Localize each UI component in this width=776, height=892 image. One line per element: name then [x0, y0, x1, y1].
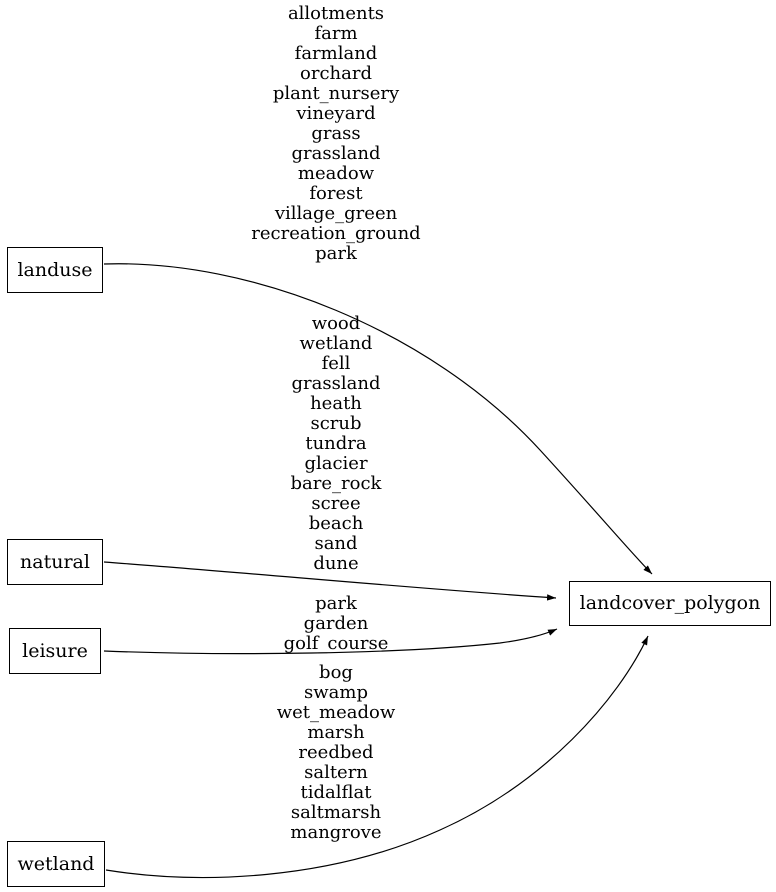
edge-label-leisure: park garden golf_course: [216, 594, 456, 654]
edge-value: beach: [308, 513, 364, 534]
edge-value: allotments: [287, 3, 385, 24]
edge-label-landuse: allotments farm farmland orchard plant_n…: [216, 4, 456, 264]
edge-value: tundra: [305, 433, 367, 454]
edge-value: scrub: [310, 413, 362, 434]
edge-value: swamp: [304, 682, 368, 703]
edge-value: bare_rock: [290, 473, 382, 494]
edge-value: saltmarsh: [290, 802, 382, 823]
edge-value: plant_nursery: [272, 83, 400, 104]
edge-value: scree: [311, 493, 361, 514]
edge-label-wetland: bog swamp wet_meadow marsh reedbed salte…: [216, 663, 456, 843]
node-landuse[interactable]: landuse: [7, 247, 103, 293]
edge-value: fell: [321, 353, 351, 374]
edge-value: grassland: [291, 143, 381, 164]
edge-value: park: [315, 243, 357, 264]
node-landuse-label: landuse: [17, 258, 93, 281]
node-wetland[interactable]: wetland: [7, 841, 105, 887]
edge-natural-to-landcover-polygon: [103, 561, 557, 601]
edge-value: reedbed: [298, 742, 374, 763]
edge-value: glacier: [304, 453, 368, 474]
node-natural-label: natural: [20, 550, 90, 573]
edge-value: grass: [311, 123, 361, 144]
edge-value: wetland: [299, 333, 373, 354]
node-leisure-label: leisure: [22, 639, 88, 662]
node-natural[interactable]: natural: [7, 539, 103, 585]
edge-value: vineyard: [296, 103, 376, 124]
edge-value: farmland: [294, 43, 378, 64]
edge-leisure-to-landcover-polygon: [103, 628, 558, 655]
node-landcover-polygon-label: landcover_polygon: [579, 592, 761, 614]
edge-value: mangrove: [290, 822, 382, 843]
edge-wetland-to-landcover-polygon: [105, 635, 649, 879]
edge-value: wood: [311, 313, 361, 334]
edge-value: forest: [309, 183, 363, 204]
edge-value: park: [315, 593, 357, 614]
edge-landuse-to-landcover-polygon: [103, 263, 653, 575]
edge-value: heath: [310, 393, 362, 414]
edge-value: farm: [314, 23, 358, 44]
edge-value: grassland: [291, 373, 381, 394]
edge-label-natural: wood wetland fell grassland heath scrub …: [216, 314, 456, 574]
edge-value: dune: [313, 553, 359, 574]
edge-value: saltern: [304, 762, 368, 783]
node-landcover-polygon[interactable]: landcover_polygon: [569, 581, 771, 626]
edge-value: garden: [303, 613, 369, 634]
node-leisure[interactable]: leisure: [9, 628, 101, 674]
edge-value: recreation_ground: [251, 223, 421, 244]
edge-value: marsh: [307, 722, 365, 743]
edge-value: orchard: [300, 63, 372, 84]
edge-value: meadow: [297, 163, 375, 184]
edge-value: golf_course: [283, 633, 389, 654]
edge-value: tidalflat: [300, 782, 372, 803]
edge-value: wet_meadow: [276, 702, 396, 723]
edge-value: village_green: [274, 203, 398, 224]
edge-value: bog: [319, 662, 353, 683]
node-wetland-label: wetland: [17, 852, 95, 875]
edge-value: sand: [314, 533, 358, 554]
